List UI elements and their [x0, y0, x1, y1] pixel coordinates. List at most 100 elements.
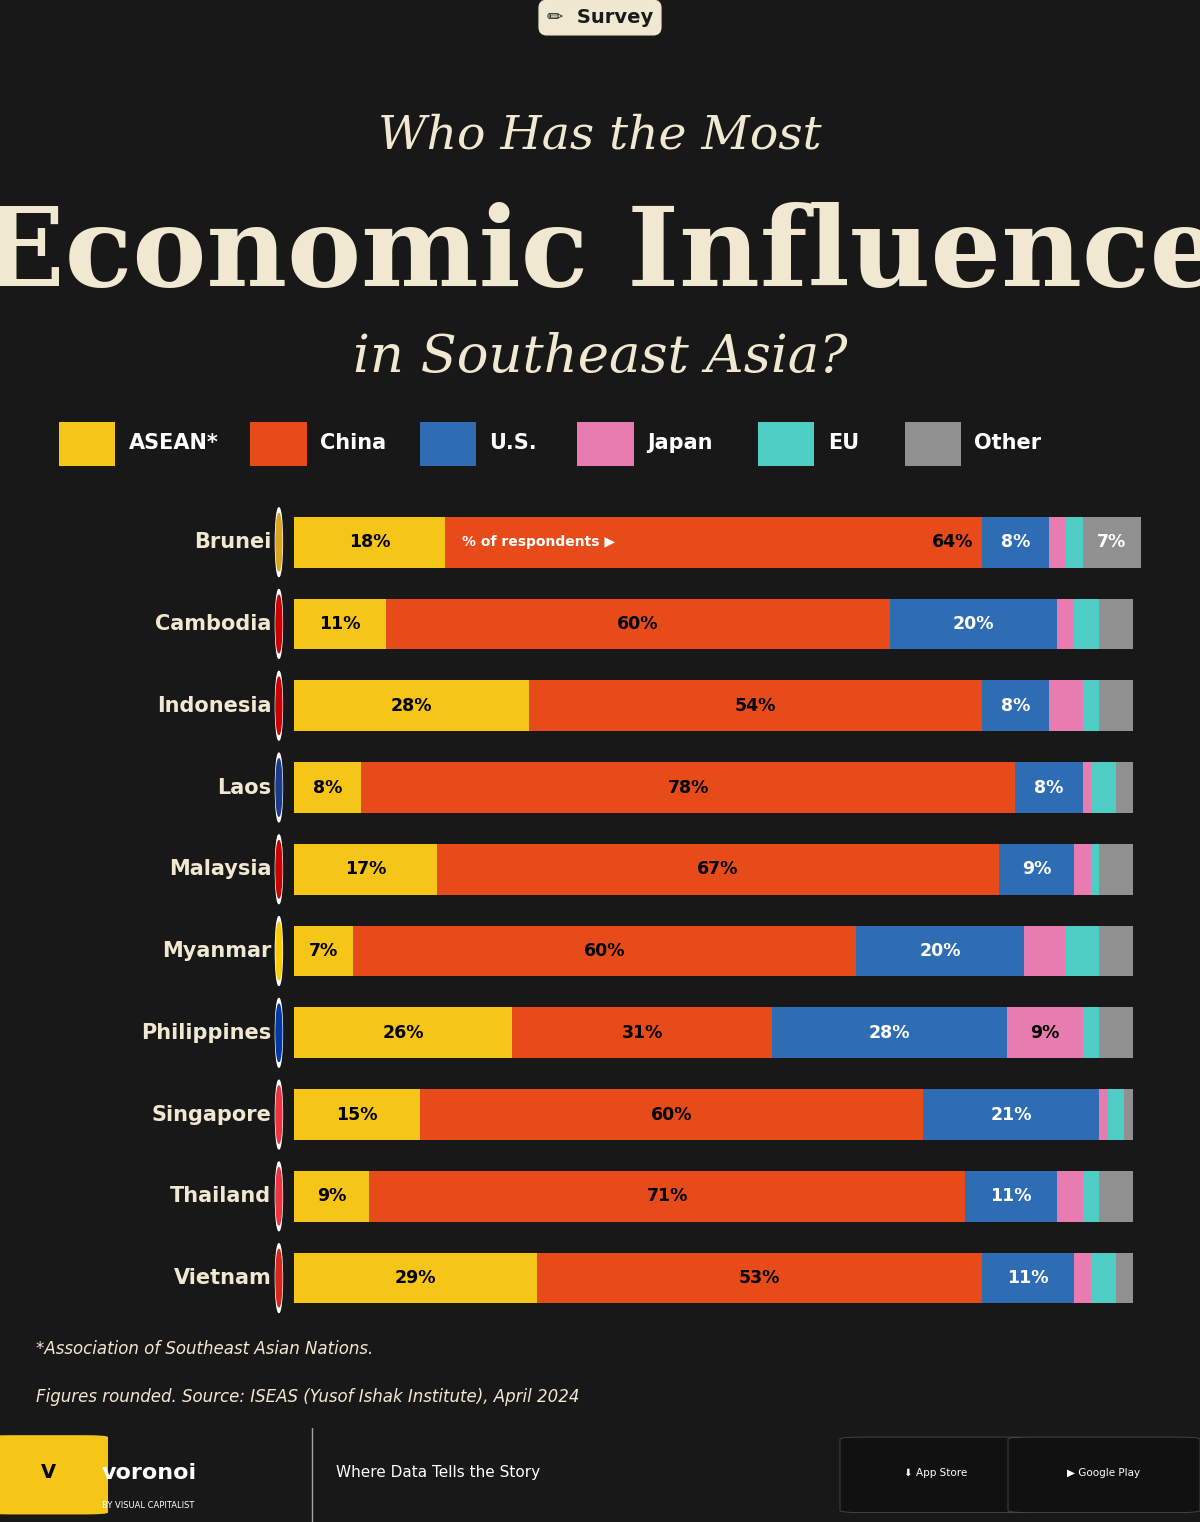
Bar	[420, 1090, 923, 1140]
Bar	[1007, 1008, 1082, 1058]
Text: 60%: 60%	[583, 942, 625, 960]
Text: Singapore: Singapore	[151, 1105, 271, 1125]
Text: 7%: 7%	[1097, 533, 1127, 551]
Bar	[294, 1253, 538, 1303]
Bar	[370, 1170, 965, 1222]
Circle shape	[276, 1005, 282, 1061]
Bar	[1099, 598, 1133, 650]
Bar	[1015, 763, 1082, 813]
Text: Myanmar: Myanmar	[162, 941, 271, 960]
Text: ▶ Google Play: ▶ Google Play	[1068, 1467, 1140, 1478]
Bar	[856, 925, 1024, 977]
Bar	[361, 763, 1015, 813]
Circle shape	[275, 916, 282, 985]
Bar	[1124, 1090, 1133, 1140]
Bar	[889, 598, 1057, 650]
Bar	[1099, 843, 1133, 895]
Text: 20%: 20%	[953, 615, 995, 633]
Bar	[1099, 1090, 1108, 1140]
Circle shape	[276, 1250, 282, 1307]
Bar	[294, 517, 445, 568]
Bar	[294, 1170, 370, 1222]
Circle shape	[276, 677, 282, 734]
Bar	[294, 1090, 420, 1140]
Circle shape	[276, 840, 282, 898]
Bar	[538, 1253, 982, 1303]
Bar	[1099, 1008, 1133, 1058]
Text: 53%: 53%	[739, 1269, 780, 1288]
Text: 60%: 60%	[617, 615, 659, 633]
Bar	[1074, 598, 1099, 650]
Text: ✏  Survey: ✏ Survey	[547, 8, 653, 27]
Bar	[923, 1090, 1099, 1140]
Bar	[1099, 925, 1133, 977]
Bar	[998, 843, 1074, 895]
Bar	[1082, 1008, 1099, 1058]
Text: 28%: 28%	[869, 1024, 911, 1043]
Text: 20%: 20%	[919, 942, 961, 960]
Bar	[1108, 1090, 1124, 1140]
Circle shape	[275, 836, 282, 904]
Circle shape	[275, 753, 282, 822]
Text: Who Has the Most: Who Has the Most	[378, 113, 822, 158]
Text: 78%: 78%	[667, 778, 709, 796]
Bar	[1099, 680, 1133, 731]
Bar	[353, 925, 856, 977]
Bar	[1091, 763, 1116, 813]
Bar	[1091, 843, 1099, 895]
Circle shape	[275, 998, 282, 1067]
Text: 15%: 15%	[336, 1105, 378, 1123]
Text: 18%: 18%	[349, 533, 390, 551]
Bar	[294, 763, 361, 813]
FancyBboxPatch shape	[577, 423, 634, 466]
Bar	[1066, 925, 1099, 977]
Bar	[294, 598, 386, 650]
Bar	[1099, 1170, 1133, 1222]
Text: U.S.: U.S.	[490, 432, 538, 454]
Text: 11%: 11%	[319, 615, 361, 633]
Text: 8%: 8%	[1001, 697, 1030, 715]
Circle shape	[275, 671, 282, 740]
Bar	[1082, 517, 1141, 568]
Bar	[445, 517, 982, 568]
Text: Philippines: Philippines	[142, 1023, 271, 1043]
Text: Malaysia: Malaysia	[169, 860, 271, 880]
FancyBboxPatch shape	[59, 423, 115, 466]
Text: 9%: 9%	[317, 1187, 347, 1205]
Text: Brunei: Brunei	[194, 533, 271, 552]
FancyBboxPatch shape	[1008, 1437, 1200, 1513]
Text: 64%: 64%	[932, 533, 973, 551]
Bar	[1116, 763, 1133, 813]
Text: *Association of Southeast Asian Nations.: *Association of Southeast Asian Nations.	[36, 1339, 373, 1358]
Circle shape	[276, 1087, 282, 1143]
Bar	[294, 925, 353, 977]
Text: 71%: 71%	[647, 1187, 688, 1205]
FancyBboxPatch shape	[0, 1435, 108, 1514]
Text: 21%: 21%	[990, 1105, 1032, 1123]
Circle shape	[276, 595, 282, 653]
Text: Where Data Tells the Story: Where Data Tells the Story	[336, 1466, 540, 1481]
Text: Cambodia: Cambodia	[155, 613, 271, 635]
Circle shape	[275, 589, 282, 659]
Bar	[1049, 517, 1066, 568]
Text: Thailand: Thailand	[170, 1186, 271, 1207]
FancyBboxPatch shape	[840, 1437, 1032, 1513]
Text: V: V	[41, 1464, 55, 1482]
Text: Vietnam: Vietnam	[174, 1268, 271, 1288]
Text: BY VISUAL CAPITALIST: BY VISUAL CAPITALIST	[102, 1501, 194, 1510]
Text: Laos: Laos	[217, 778, 271, 798]
Bar	[529, 680, 982, 731]
Text: 8%: 8%	[313, 778, 342, 796]
Bar	[982, 680, 1049, 731]
Text: in Southeast Asia?: in Southeast Asia?	[353, 332, 847, 384]
Text: 11%: 11%	[1007, 1269, 1049, 1288]
Circle shape	[276, 1167, 282, 1225]
Text: ASEAN*: ASEAN*	[128, 432, 218, 454]
Bar	[772, 1008, 1007, 1058]
Text: voronoi: voronoi	[102, 1463, 197, 1482]
Bar	[294, 1008, 512, 1058]
Bar	[512, 1008, 772, 1058]
Bar	[1024, 925, 1066, 977]
Bar	[1116, 1253, 1133, 1303]
Bar	[1057, 598, 1074, 650]
